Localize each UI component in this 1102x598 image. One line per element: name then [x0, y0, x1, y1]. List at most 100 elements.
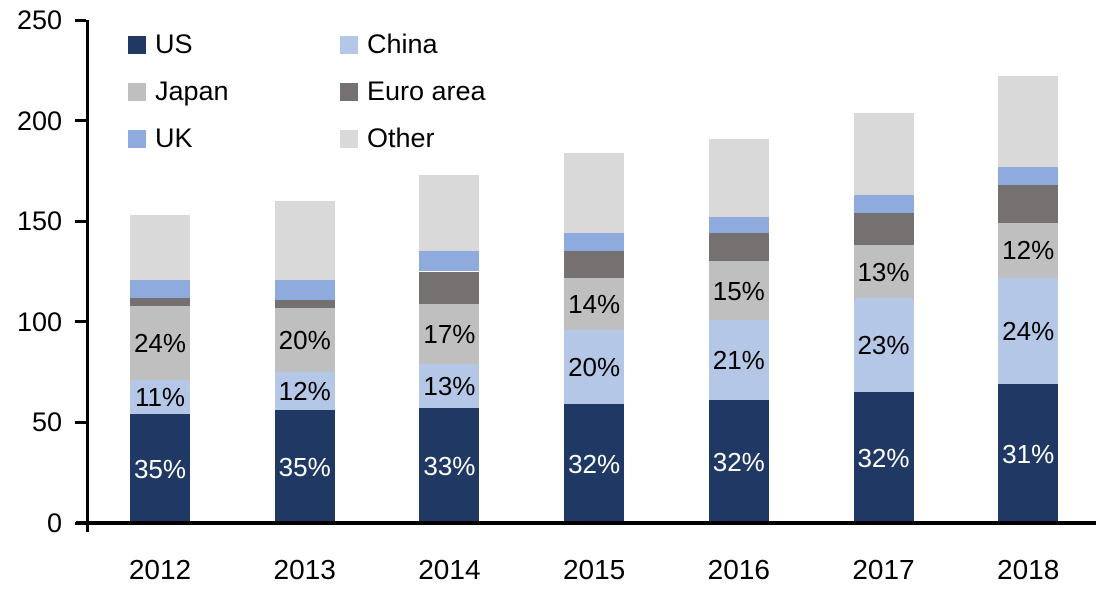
legend-label: Euro area [367, 76, 486, 106]
bar-segment-euro-area [708, 233, 769, 262]
x-axis-category-label: 2016 [707, 554, 770, 585]
bar-segment-uk [853, 195, 914, 214]
legend-label: China [367, 29, 438, 59]
segment-percent-label: 31% [1002, 438, 1055, 469]
bar-segment-uk [274, 279, 335, 300]
legend-label: Other [367, 123, 435, 153]
bar-segment-euro-area [853, 213, 914, 246]
x-axis-category-label: 2018 [997, 554, 1060, 585]
segment-percent-label: 13% [857, 256, 910, 287]
bar-segment-other [998, 76, 1059, 167]
bar-segment-euro-area [130, 297, 190, 306]
bar-segment-japan [564, 277, 625, 330]
bar-segment-uk [419, 251, 480, 272]
segment-percent-label: 35% [133, 453, 187, 484]
segment-percent-label: 35% [278, 451, 331, 482]
bar-segment-china [708, 319, 769, 401]
legend-entry-other: Other [340, 125, 435, 152]
bar-segment-us [998, 384, 1059, 523]
y-axis-tick [75, 219, 86, 223]
segment-percent-label: 12% [1002, 235, 1055, 266]
x-axis-category-label: 2013 [273, 554, 336, 585]
bar-segment-other [564, 152, 625, 234]
segment-percent-label: 12% [278, 376, 331, 407]
segment-percent-label: 14% [568, 288, 621, 319]
bar-segment-japan [274, 307, 335, 373]
bar-segment-uk [998, 166, 1059, 185]
bar-segment-uk [708, 217, 769, 234]
y-axis-tick-label: 250 [16, 5, 62, 35]
segment-percent-label: 23% [857, 329, 910, 360]
segment-percent-label: 32% [857, 442, 910, 473]
y-axis-tick-label: 50 [31, 407, 62, 438]
bar-segment-other [274, 201, 335, 280]
segment-percent-label: 20% [278, 324, 331, 355]
bar-segment-china [853, 297, 914, 393]
segment-percent-label: 21% [712, 345, 765, 376]
segment-percent-label: 33% [423, 450, 476, 481]
bar-segment-china [274, 372, 335, 411]
y-axis-tick [75, 420, 86, 424]
y-axis-tick-label: 200 [16, 105, 62, 136]
legend-swatch-icon [340, 129, 358, 148]
legend-swatch-icon [340, 35, 358, 54]
bar-segment-japan [998, 223, 1059, 278]
bar-segment-us [419, 408, 480, 523]
segment-percent-label: 11% [134, 382, 186, 413]
legend-label: US [155, 29, 193, 59]
segment-percent-label: 24% [1002, 315, 1055, 346]
x-axis-line [76, 521, 1096, 525]
segment-percent-label: 32% [568, 448, 621, 479]
y-axis-tick [75, 18, 86, 22]
legend-label: UK [155, 123, 193, 153]
legend-swatch-icon [128, 82, 146, 101]
segment-percent-label: 32% [712, 446, 765, 477]
bar-segment-us [853, 392, 914, 523]
bar-segment-us [274, 410, 335, 523]
y-axis-tick-label: 100 [16, 306, 62, 337]
bar-segment-other [419, 174, 480, 252]
segment-percent-label: 24% [133, 327, 187, 358]
bar-segment-china [998, 277, 1059, 385]
segment-percent-label: 17% [423, 318, 476, 349]
legend-swatch-icon [340, 82, 358, 101]
legend-swatch-icon [128, 35, 146, 54]
bar-segment-other [708, 138, 769, 218]
y-axis-tick-label: 0 [46, 508, 62, 538]
y-axis-line [86, 20, 89, 525]
bar-segment-uk [564, 233, 625, 252]
bar-segment-japan [708, 261, 769, 320]
x-axis-category-label: 2017 [852, 554, 915, 585]
x-axis-category-label: 2012 [128, 554, 192, 585]
bar-segment-china [419, 364, 480, 409]
bar-segment-euro-area [564, 251, 625, 278]
legend-entry-uk: UK [128, 125, 193, 152]
segment-percent-label: 20% [568, 352, 621, 383]
legend-entry-china: China [340, 31, 438, 58]
legend-entry-us: US [128, 31, 193, 58]
bar-segment-euro-area [998, 184, 1059, 224]
legend-entry-japan: Japan [128, 78, 229, 105]
y-axis-tick [75, 320, 86, 324]
legend-swatch-icon [128, 129, 146, 148]
segment-percent-label: 15% [712, 275, 765, 306]
y-axis-tick-label: 150 [16, 206, 62, 237]
bar-segment-us [564, 404, 625, 523]
bar-segment-other [130, 215, 190, 280]
bar-segment-us [130, 414, 190, 523]
x-axis-category-label: 2015 [562, 554, 626, 585]
bar-segment-china [564, 329, 625, 405]
bar-segment-japan [130, 305, 190, 381]
x-axis-category-label: 2014 [418, 554, 481, 585]
bar-segment-uk [130, 279, 190, 298]
bar-segment-other [853, 112, 914, 196]
x-axis-zero-tick [86, 523, 89, 532]
bar-segment-china [130, 380, 190, 415]
y-axis-tick [75, 119, 86, 123]
legend-entry-euro-area: Euro area [340, 78, 486, 105]
bar-segment-us [708, 400, 769, 523]
bar-segment-euro-area [419, 271, 480, 304]
bar-segment-euro-area [274, 299, 335, 308]
legend-label: Japan [155, 76, 229, 106]
